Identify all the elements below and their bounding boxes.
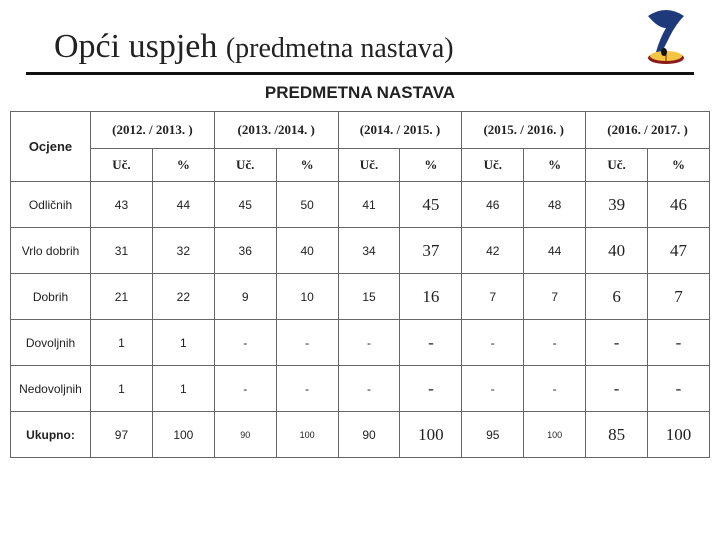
table-row: Odličnih43444550414546483946: [11, 182, 710, 228]
table-cell: 40: [586, 228, 648, 274]
sub-header: %: [400, 149, 462, 182]
table-cell: 40: [276, 228, 338, 274]
table-cell: 43: [91, 182, 153, 228]
table-cell: 42: [462, 228, 524, 274]
sub-header: %: [152, 149, 214, 182]
table-header-sub: Uč. % Uč. % Uč. % Uč. % Uč. %: [11, 149, 710, 182]
grades-table-wrap: Ocjene (2012. / 2013. ) (2013. /2014. ) …: [0, 111, 720, 458]
table-cell: 34: [338, 228, 400, 274]
table-cell: 44: [152, 182, 214, 228]
table-cell: 7: [648, 274, 710, 320]
table-cell: 50: [276, 182, 338, 228]
sub-header: Uč.: [338, 149, 400, 182]
table-cell: -: [276, 320, 338, 366]
table-cell: -: [214, 366, 276, 412]
table-row: Dovoljnih11--------: [11, 320, 710, 366]
table-cell: 100: [152, 412, 214, 458]
table-cell: 45: [400, 182, 462, 228]
table-cell: 45: [214, 182, 276, 228]
year-header: (2013. /2014. ): [214, 112, 338, 149]
table-cell: 31: [91, 228, 153, 274]
table-cell: 22: [152, 274, 214, 320]
table-cell: 46: [462, 182, 524, 228]
row-label: Dobrih: [11, 274, 91, 320]
sub-header: %: [648, 149, 710, 182]
sub-header: Uč.: [586, 149, 648, 182]
table-cell: 7: [462, 274, 524, 320]
table-row: Vrlo dobrih31323640343742444047: [11, 228, 710, 274]
row-label: Ukupno:: [11, 412, 91, 458]
table-cell: 16: [400, 274, 462, 320]
table-cell: 32: [152, 228, 214, 274]
table-cell: 85: [586, 412, 648, 458]
table-cell: 97: [91, 412, 153, 458]
table-cell: 1: [91, 320, 153, 366]
table-cell: -: [586, 320, 648, 366]
row-label: Odličnih: [11, 182, 91, 228]
row-label: Nedovoljnih: [11, 366, 91, 412]
table-cell: 9: [214, 274, 276, 320]
table-cell: -: [648, 320, 710, 366]
title-underline: [26, 72, 694, 75]
table-cell: 47: [648, 228, 710, 274]
table-cell: 46: [648, 182, 710, 228]
table-cell: 6: [586, 274, 648, 320]
table-cell: 100: [648, 412, 710, 458]
table-cell: 15: [338, 274, 400, 320]
table-cell: 44: [524, 228, 586, 274]
sub-header: Uč.: [91, 149, 153, 182]
table-cell: 95: [462, 412, 524, 458]
grades-table: Ocjene (2012. / 2013. ) (2013. /2014. ) …: [10, 111, 710, 458]
table-body: Odličnih43444550414546483946Vrlo dobrih3…: [11, 182, 710, 458]
table-cell: -: [276, 366, 338, 412]
table-cell: 39: [586, 182, 648, 228]
table-cell: -: [648, 366, 710, 412]
table-cell: 1: [152, 320, 214, 366]
year-header: (2012. / 2013. ): [91, 112, 215, 149]
row-label: Vrlo dobrih: [11, 228, 91, 274]
table-cell: 90: [214, 412, 276, 458]
table-cell: 1: [91, 366, 153, 412]
table-cell: 100: [276, 412, 338, 458]
year-header: (2016. / 2017. ): [586, 112, 710, 149]
page-title: Opći uspjeh (predmetna nastava): [0, 0, 720, 72]
table-cell: -: [524, 366, 586, 412]
table-cell: -: [338, 366, 400, 412]
table-cell: 90: [338, 412, 400, 458]
table-cell: -: [462, 320, 524, 366]
table-cell: 21: [91, 274, 153, 320]
table-cell: 48: [524, 182, 586, 228]
table-cell: 10: [276, 274, 338, 320]
table-cell: 100: [524, 412, 586, 458]
table-row: Ukupno:9710090100901009510085100: [11, 412, 710, 458]
table-cell: -: [338, 320, 400, 366]
table-cell: -: [586, 366, 648, 412]
table-cell: 41: [338, 182, 400, 228]
quill-book-icon: [636, 8, 696, 68]
sub-header: Uč.: [214, 149, 276, 182]
title-main: Opći uspjeh: [54, 28, 226, 65]
col-head-ocjene: Ocjene: [11, 112, 91, 182]
table-cell: -: [524, 320, 586, 366]
subtitle: PREDMETNA NASTAVA: [0, 83, 720, 103]
table-cell: 1: [152, 366, 214, 412]
table-cell: 7: [524, 274, 586, 320]
table-cell: -: [462, 366, 524, 412]
table-row: Nedovoljnih11--------: [11, 366, 710, 412]
year-header: (2015. / 2016. ): [462, 112, 586, 149]
table-cell: -: [400, 320, 462, 366]
year-header: (2014. / 2015. ): [338, 112, 462, 149]
table-cell: 36: [214, 228, 276, 274]
table-header-years: Ocjene (2012. / 2013. ) (2013. /2014. ) …: [11, 112, 710, 149]
sub-header: Uč.: [462, 149, 524, 182]
table-cell: -: [214, 320, 276, 366]
sub-header: %: [276, 149, 338, 182]
title-sub: (predmetna nastava): [226, 33, 454, 64]
table-cell: -: [400, 366, 462, 412]
sub-header: %: [524, 149, 586, 182]
row-label: Dovoljnih: [11, 320, 91, 366]
table-row: Dobrih212291015167767: [11, 274, 710, 320]
table-cell: 37: [400, 228, 462, 274]
table-cell: 100: [400, 412, 462, 458]
